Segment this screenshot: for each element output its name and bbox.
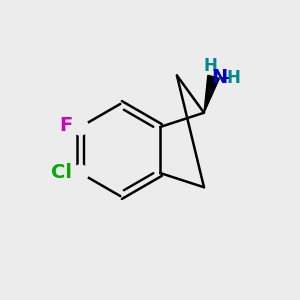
Text: H: H: [226, 69, 240, 87]
Polygon shape: [204, 75, 219, 113]
Text: H: H: [204, 57, 218, 75]
Circle shape: [72, 119, 88, 135]
Text: Cl: Cl: [51, 163, 72, 182]
Text: F: F: [59, 116, 72, 135]
Text: N: N: [211, 68, 227, 87]
Circle shape: [72, 165, 88, 181]
